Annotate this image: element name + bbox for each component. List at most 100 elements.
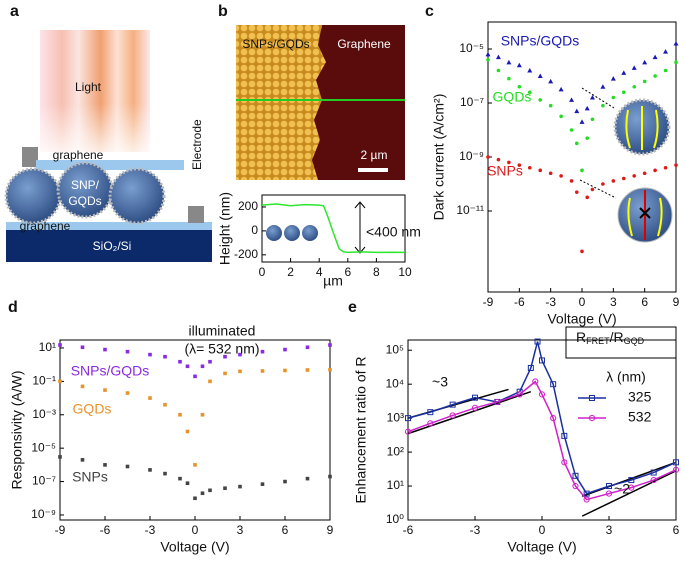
point (485, 51, 491, 57)
y-tick-label: 10¹ (39, 340, 56, 354)
x-tick-label: 6 (641, 295, 648, 309)
electrode-label: Electrode (190, 119, 204, 170)
point (580, 249, 584, 254)
panel-label: b (218, 3, 228, 20)
point (80, 458, 85, 462)
point (328, 474, 332, 479)
point (610, 76, 616, 81)
point (283, 368, 287, 373)
legend-title-part: R (576, 329, 586, 345)
point (569, 179, 574, 183)
point (178, 476, 182, 481)
y-tick-label: 10⁻⁵ (459, 41, 484, 55)
point (653, 168, 657, 173)
x-tick-label: -6 (514, 295, 525, 309)
y-tick-label: -200 (234, 247, 258, 261)
point (193, 463, 197, 467)
point (561, 459, 568, 466)
point (527, 364, 534, 371)
particle-label: SNP/ (71, 178, 100, 192)
block-mark (639, 207, 651, 219)
point (673, 40, 679, 46)
point (494, 398, 501, 406)
point (558, 86, 564, 92)
point (185, 481, 190, 485)
point (305, 345, 310, 350)
point (223, 486, 227, 491)
point (580, 168, 584, 173)
series-label: SNPs (487, 163, 523, 179)
graphene-layer (36, 160, 184, 170)
point (517, 163, 522, 167)
point (238, 352, 242, 357)
y-axis-label: Dark current (A/cm²) (431, 94, 447, 221)
x-tick-label: 4 (316, 265, 323, 279)
electrode (22, 147, 38, 167)
y-tick-label: 10⁻⁹ (459, 149, 484, 163)
point (125, 464, 130, 469)
point (223, 371, 227, 376)
point (559, 174, 563, 178)
point (103, 347, 107, 352)
point (538, 391, 546, 398)
point (238, 484, 242, 489)
y-tick-label: 10⁻¹¹ (456, 203, 484, 217)
annotation: ~3 (432, 374, 448, 390)
point (449, 412, 456, 419)
graphene-label: graphene (53, 148, 104, 162)
y-tick-label: 200 (238, 199, 258, 213)
point (472, 394, 478, 401)
legend-title-part: GQD (624, 336, 645, 346)
y-tick-label: 10⁻⁷ (32, 474, 56, 488)
point (496, 68, 501, 73)
point (606, 483, 612, 490)
point (163, 402, 167, 407)
fit-line (407, 391, 532, 435)
point (163, 471, 167, 476)
point (579, 119, 585, 124)
point (539, 357, 545, 364)
y-tick-label: 10³ (387, 410, 404, 424)
point (208, 488, 212, 493)
point (193, 374, 197, 379)
point (260, 369, 265, 373)
series-label: GQDs (73, 401, 112, 417)
x-tick-label: 9 (327, 523, 334, 537)
x-tick-label: 2 (287, 265, 294, 279)
panel-label: e (348, 299, 357, 316)
annotation: <400 nm (366, 224, 421, 240)
point (507, 76, 511, 81)
device-schematic: Light graphene SNP/ GQDs graphene SiO₂/S… (4, 30, 212, 262)
point (642, 171, 647, 176)
point (532, 378, 539, 385)
point (601, 103, 605, 108)
x-tick-label: 6 (344, 265, 351, 279)
point (672, 466, 680, 473)
point (495, 54, 501, 60)
pointer (579, 179, 617, 199)
y-tick-label: 10¹ (387, 478, 404, 492)
series-line (261, 203, 406, 254)
point (653, 74, 657, 78)
point (516, 62, 522, 68)
x-tick-label: 0 (539, 523, 546, 537)
x-tick-label: 3 (237, 523, 244, 537)
y-tick-label: 10⁻³ (32, 407, 56, 421)
point (58, 379, 62, 384)
panel-label: a (10, 3, 19, 20)
x-tick-label: 9 (673, 295, 680, 309)
nanoparticle (108, 167, 166, 225)
y-tick-label: 10² (387, 444, 404, 458)
point (574, 108, 580, 114)
inset-particle (302, 225, 318, 241)
point (561, 432, 568, 439)
fit-line (581, 470, 677, 517)
point (80, 345, 85, 350)
point (193, 496, 197, 501)
series-label: SNPs (72, 469, 108, 485)
annotation: (λ= 532 nm) (184, 341, 259, 357)
point (652, 54, 658, 60)
graphene-layer (6, 222, 212, 230)
point (600, 84, 606, 89)
